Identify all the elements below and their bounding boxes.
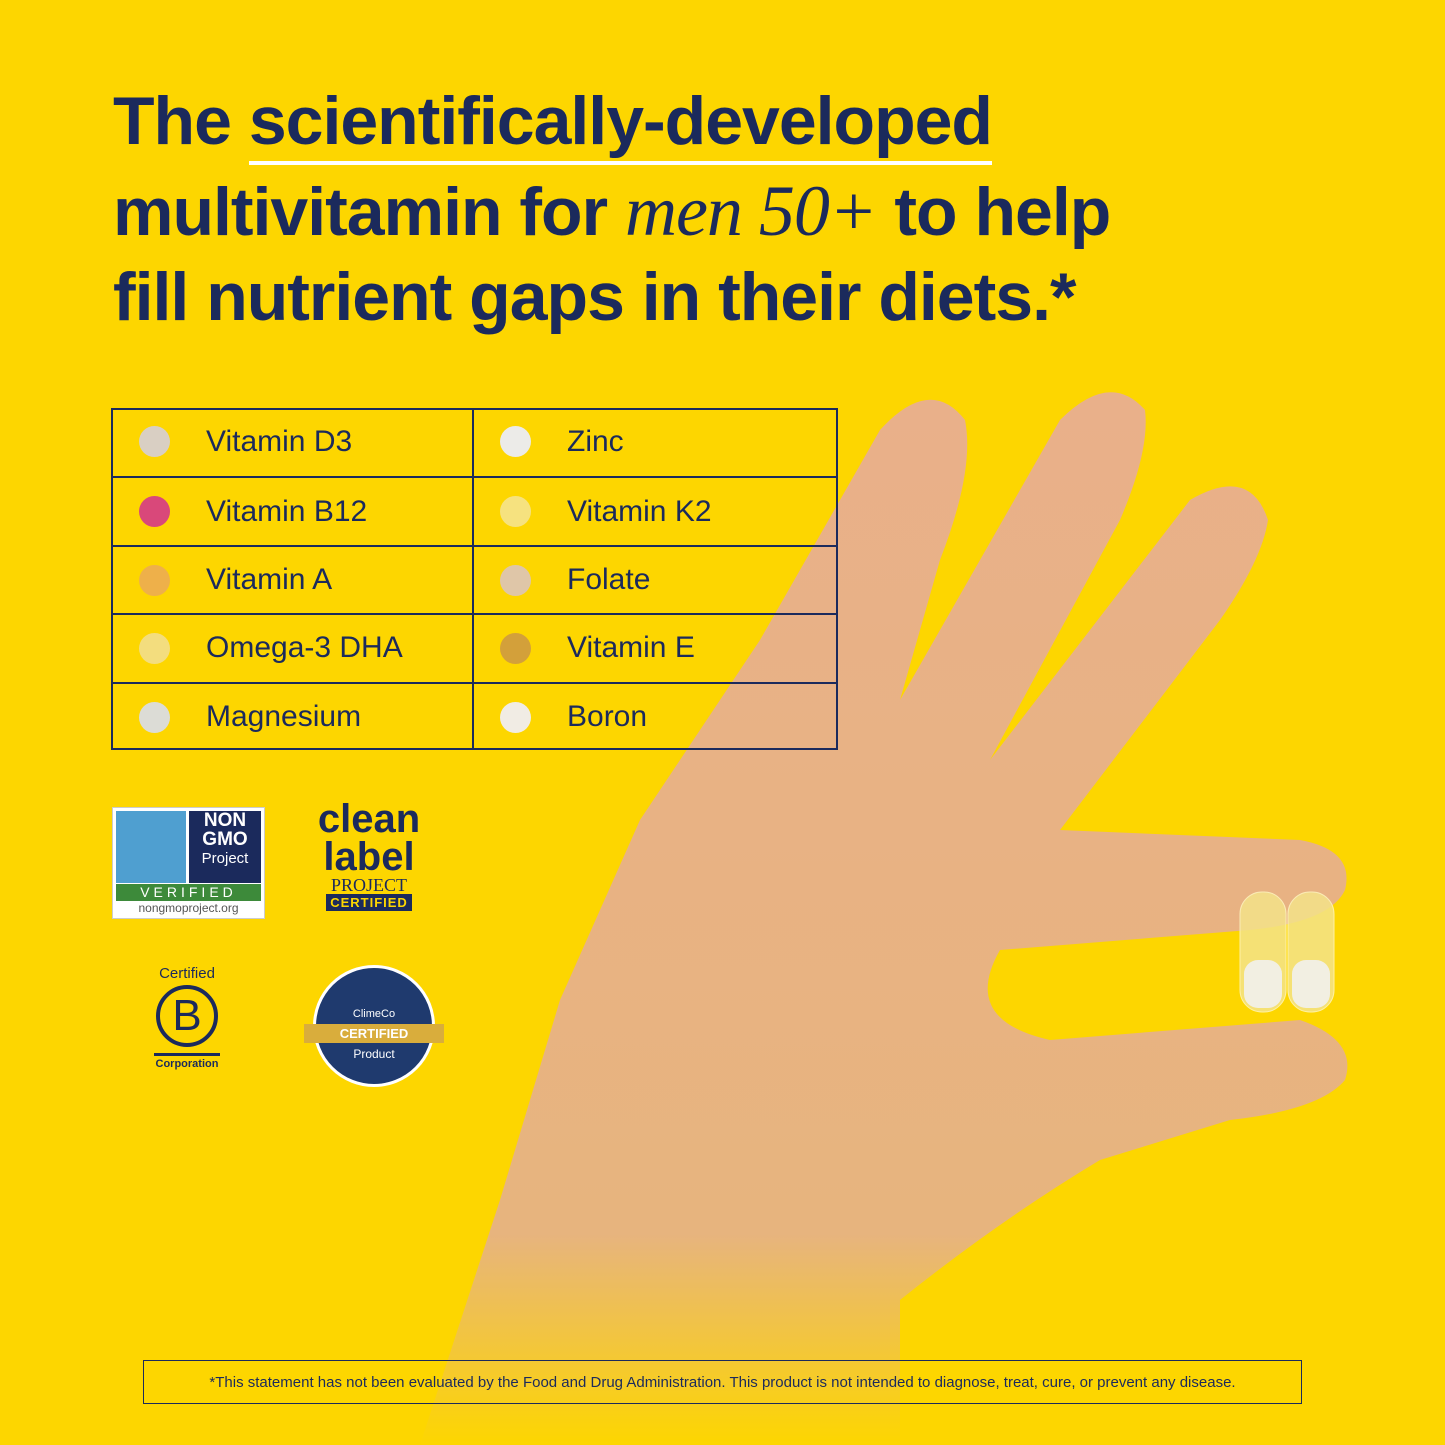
nutrient-cell: Vitamin B12 [113,476,472,544]
climeco-badge: ClimeCo CERTIFIED Product [304,965,444,1087]
nutrient-dot [500,496,531,528]
badge-text: nongmoproject.org [138,901,239,915]
headline-text: multivitamin for [113,174,608,250]
nutrient-cell: Zinc [472,408,838,477]
nutrient-dot [139,564,170,596]
badge-text: label [323,835,415,879]
nutrient-name: Vitamin A [206,562,333,596]
nutrient-dot [139,426,170,457]
nutrient-dot [500,701,531,733]
nutrient-name: Folate [567,562,651,596]
headline-line: multivitamin for men 50+ to help [113,170,1111,253]
nutrient-dot [139,496,170,528]
badge-graphic [116,811,186,883]
badge-text: Corporation [155,1058,219,1070]
nutrient-cell: Boron [472,681,838,750]
headline-text: The [113,83,232,159]
nutrient-dot [500,426,531,457]
nutrient-name: Magnesium [206,699,362,733]
cleanlabel-badge: clean label PROJECT CERTIFIED [305,797,433,912]
nutrient-dot [500,633,531,665]
nutrient-name: Boron [567,699,648,733]
nutrient-cell: Omega-3 DHA [113,613,472,681]
badge-text: clean [317,797,421,841]
headline-line: The scientifically-developed [113,82,993,165]
bcorp-badge: Certified B Corporation [140,965,234,1070]
nutrient-name: Vitamin K2 [567,494,712,528]
nutrient-cell: Vitamin D3 [113,408,472,476]
nutrient-name: Omega-3 DHA [206,631,403,665]
badge-box: NON GMO Project [189,811,261,883]
nutrient-table: Vitamin D3 Vitamin B12 Vitamin A Omega-3 DH… [111,408,838,750]
nutrient-cell: Magnesium [113,681,472,750]
badge-text: CERTIFIED [304,1024,444,1043]
nutrient-cell: Vitamin K2 [472,476,838,545]
badge-text: VERIFIED [116,884,261,901]
nutrient-dot [139,633,170,665]
badge-text: Product [353,1047,395,1061]
nutrient-dot [139,701,170,733]
nutrient-name: Zinc [567,425,624,459]
headline-text: to help [894,174,1111,250]
nutrient-name: Vitamin B12 [206,494,368,528]
headline-underlined: scientifically-developed [248,83,993,165]
badge-text: ClimeCo [352,1008,396,1020]
nongmo-badge: NON GMO Project VERIFIED nongmoproject.o… [112,807,265,919]
disclaimer: *This statement has not been evaluated b… [143,1360,1302,1404]
nutrient-dot [500,564,531,596]
nutrient-cell: Folate [472,544,838,614]
badge-text: B [156,985,218,1047]
badge-text: Project [201,850,249,867]
headline-line: fill nutrient gaps in their diets.* [113,259,1076,335]
headline-italic: men 50+ [624,171,878,251]
badge-text: Certified [159,965,215,982]
badge-text: CERTIFIED [326,894,412,911]
badge-text: PROJECT [330,875,408,895]
nutrient-name: Vitamin E [567,631,695,665]
nutrient-cell: Vitamin E [472,613,838,682]
nutrient-name: Vitamin D3 [206,425,353,459]
badge-text: NON GMO [202,810,248,850]
badge-rule [154,1053,220,1056]
nutrient-cell: Vitamin A [113,544,472,613]
